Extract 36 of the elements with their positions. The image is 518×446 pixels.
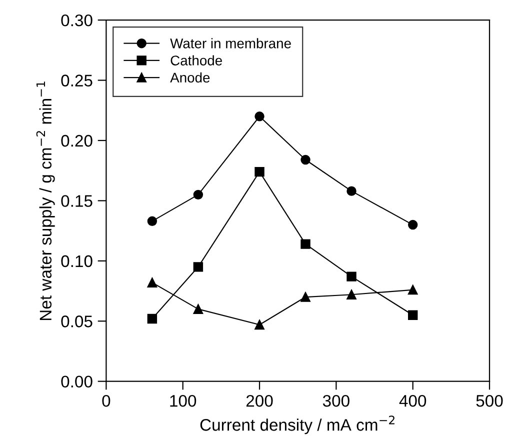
point <box>300 239 310 249</box>
point <box>193 190 204 200</box>
y-tick-label: 0.30 <box>61 14 92 26</box>
x-tick-label: 0 <box>102 394 110 407</box>
x-tick-label: 100 <box>170 394 196 407</box>
point <box>408 284 418 295</box>
y-tick-label: 0.15 <box>61 195 92 207</box>
y-axis-title: Net water supply / g cm$^{−2}$ min$^{−1}$ <box>36 82 55 320</box>
point <box>254 112 264 122</box>
y-tick-label: 0.10 <box>61 255 92 268</box>
point <box>147 314 158 324</box>
point <box>346 290 356 300</box>
point <box>408 310 418 320</box>
point <box>147 278 158 288</box>
y-tick-label: 0.25 <box>61 74 92 86</box>
x-tick-label: 300 <box>322 394 350 407</box>
legend-label: Anode <box>170 72 210 83</box>
y-tick-label: 0.20 <box>61 134 92 147</box>
x-tick-label: 200 <box>246 394 273 407</box>
x-axis-title: Current density / mA cm$^{−2}$ <box>200 416 394 434</box>
point <box>300 292 310 302</box>
point <box>254 166 264 177</box>
point <box>408 220 418 230</box>
y-tick-label: 0.00 <box>61 376 92 388</box>
x-tick-label: 400 <box>399 394 426 407</box>
y-tick-label: 0.05 <box>61 316 92 328</box>
legend-label: Cathode <box>170 55 222 66</box>
point <box>346 186 356 196</box>
x-tick-label: 500 <box>476 394 503 407</box>
point <box>346 272 356 282</box>
point <box>254 320 264 330</box>
point <box>300 154 310 165</box>
point <box>193 262 204 272</box>
point <box>193 304 204 314</box>
point <box>147 216 158 226</box>
legend-label: Water in membrane <box>170 38 291 48</box>
